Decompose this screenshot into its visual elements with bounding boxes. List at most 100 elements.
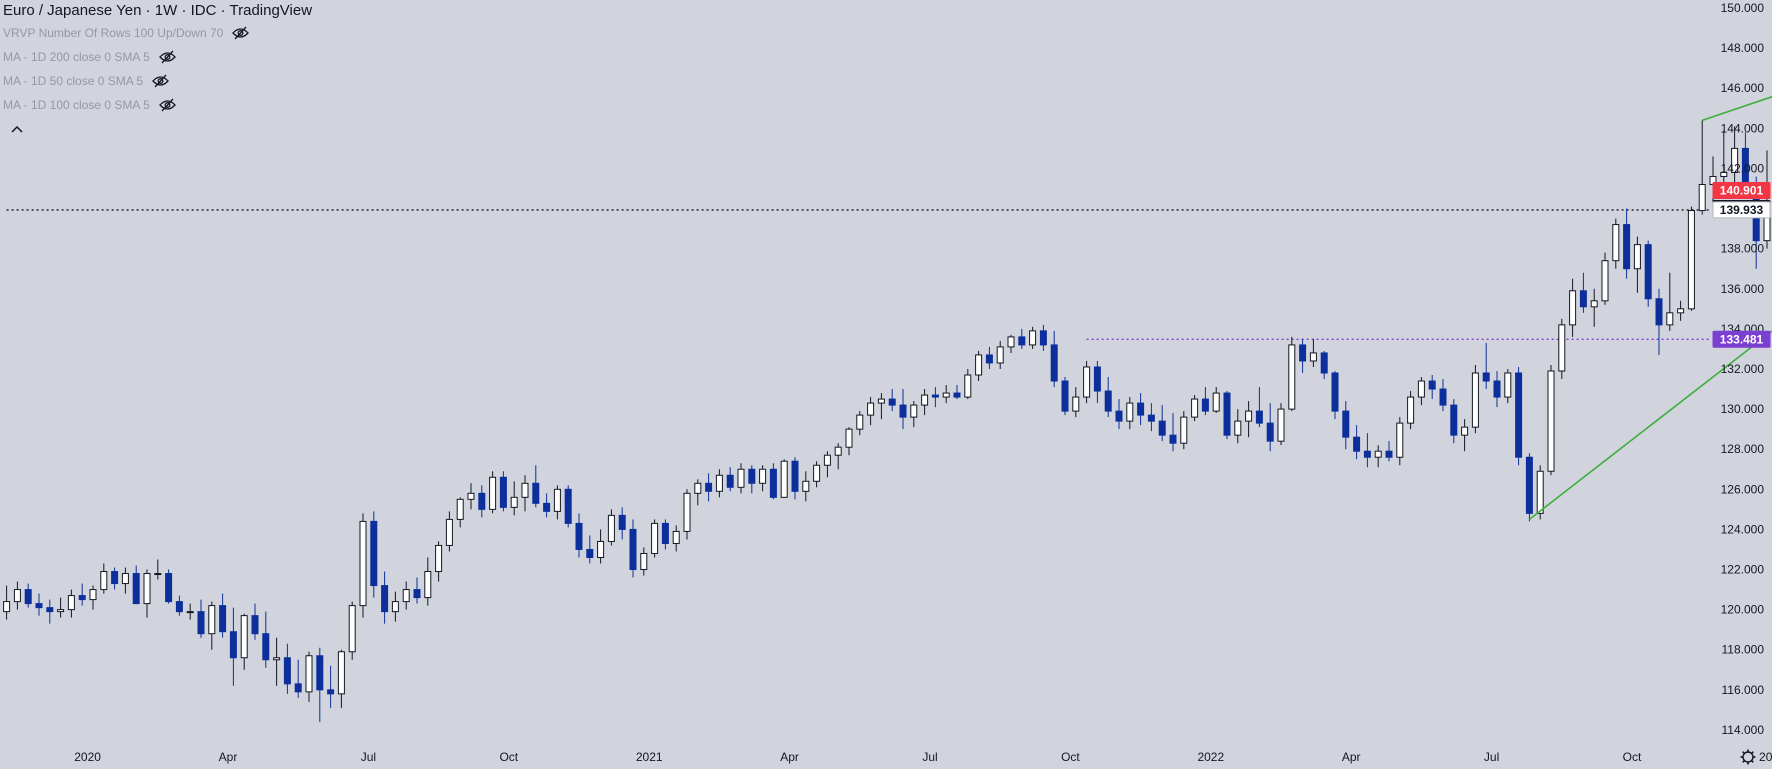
y-tick-label: 120.000 xyxy=(1721,603,1765,617)
candle-down xyxy=(1579,272,1587,313)
candle-up xyxy=(780,459,788,498)
candle-up xyxy=(100,563,108,594)
candle-up xyxy=(445,511,453,552)
candle-down xyxy=(769,463,777,500)
y-tick-label: 114.000 xyxy=(1722,723,1765,737)
eye-off-icon[interactable] xyxy=(158,98,176,112)
trendlines[interactable] xyxy=(1528,0,1772,521)
candle-up xyxy=(1191,395,1199,422)
candle-down xyxy=(575,513,583,558)
indicator-ma-200[interactable]: MA - 1D 200 close 0 SMA 5 xyxy=(3,45,312,69)
candle-up xyxy=(802,471,810,502)
candle-down xyxy=(1353,425,1361,460)
x-tick-label: Apr xyxy=(780,750,799,764)
eye-off-icon[interactable] xyxy=(232,26,250,40)
eye-off-icon[interactable] xyxy=(152,74,169,88)
candle-up xyxy=(1007,334,1015,353)
candle-down xyxy=(1644,240,1652,307)
candle-up xyxy=(683,489,691,540)
indicator-label: MA - 1D 200 close 0 SMA 5 xyxy=(3,50,150,64)
candle-up xyxy=(1288,336,1296,412)
x-tick-label: 2020 xyxy=(74,750,101,764)
candle-up xyxy=(67,589,75,618)
candle-down xyxy=(931,387,939,408)
candle-up xyxy=(759,465,767,492)
candle-down xyxy=(1137,393,1145,426)
candle-up xyxy=(1547,364,1555,476)
candle-up xyxy=(651,519,659,558)
candle-down xyxy=(791,457,799,500)
candle-up xyxy=(456,497,464,528)
candle-up xyxy=(1180,411,1188,450)
candle-down xyxy=(1439,379,1447,412)
candle-down xyxy=(1201,387,1209,416)
candle-up xyxy=(1558,318,1566,380)
indicator-vrvp[interactable]: VRVP Number Of Rows 100 Up/Down 70 xyxy=(3,21,312,45)
candle-down xyxy=(1482,342,1490,390)
gear-icon[interactable] xyxy=(1740,749,1756,765)
candle-up xyxy=(1504,368,1512,404)
candle-up xyxy=(715,469,723,498)
candle-up xyxy=(694,479,702,506)
trendline-rising-support[interactable] xyxy=(1528,0,1772,521)
candle-down xyxy=(1061,377,1069,416)
candle-down xyxy=(413,577,421,604)
candle-down xyxy=(111,567,119,590)
y-tick-label: 132.000 xyxy=(1721,362,1765,376)
indicator-ma-100[interactable]: MA - 1D 100 close 0 SMA 5 xyxy=(3,93,312,117)
candle-up xyxy=(435,541,443,582)
price-badge: 139.933 xyxy=(1712,201,1771,219)
candle-up xyxy=(1677,300,1685,321)
indicator-label: VRVP Number Of Rows 100 Up/Down 70 xyxy=(3,26,224,40)
candle-up xyxy=(1245,401,1253,438)
price-badge-label: 140.901 xyxy=(1720,183,1764,197)
price-badge: 140.901 xyxy=(1712,181,1771,199)
chart-title[interactable]: Euro / Japanese Yen · 1W · IDC · Trading… xyxy=(3,2,313,19)
candle-down xyxy=(1039,324,1047,351)
candle-up xyxy=(597,529,605,564)
candle-up xyxy=(856,411,864,436)
x-tick-label: Oct xyxy=(1623,750,1642,764)
y-tick-label: 128.000 xyxy=(1721,442,1765,456)
candle-up xyxy=(867,397,875,426)
candle-up xyxy=(1461,419,1469,452)
chart-legend: Euro / Japanese Yen · 1W · IDC · Trading… xyxy=(3,0,312,117)
eye-off-icon[interactable] xyxy=(158,50,176,64)
y-tick-label: 130.000 xyxy=(1721,402,1765,416)
trendline-upper-resistance[interactable] xyxy=(1701,0,1772,122)
candle-up xyxy=(1309,338,1317,367)
candle-up xyxy=(1212,387,1220,414)
candle-down xyxy=(888,389,896,412)
candle-down xyxy=(748,465,756,494)
candle-down xyxy=(1525,453,1533,522)
candle-up xyxy=(186,603,194,620)
candle-down xyxy=(618,507,626,540)
candle-down xyxy=(1428,375,1436,400)
candle-up xyxy=(424,557,432,606)
candle-up xyxy=(89,585,97,610)
candle-up xyxy=(3,585,11,620)
candle-down xyxy=(294,659,302,698)
x-tick-label: Jul xyxy=(1484,750,1499,764)
candle-down xyxy=(586,535,594,564)
chevron-up-icon[interactable] xyxy=(10,124,24,134)
candle-up xyxy=(1687,206,1695,311)
candle-down xyxy=(78,583,86,606)
candle-down xyxy=(1147,403,1155,432)
candle-up xyxy=(1633,236,1641,293)
candles xyxy=(3,120,1771,722)
candle-up xyxy=(1234,409,1242,444)
candle-down xyxy=(1493,370,1501,408)
candle-down xyxy=(316,647,324,722)
time-axis[interactable]: 2020 Apr Jul Oct 2021 Apr Jul Oct 2022 Apr Jul Oct 2… xyxy=(74,749,1772,765)
candle-down xyxy=(1320,350,1328,380)
candle-up xyxy=(1083,360,1091,404)
indicator-ma-50[interactable]: MA - 1D 50 close 0 SMA 5 xyxy=(3,69,312,93)
candle-up xyxy=(964,368,972,400)
candle-down xyxy=(726,467,734,492)
candle-down xyxy=(1299,338,1307,373)
indicator-label: MA - 1D 50 close 0 SMA 5 xyxy=(3,74,144,88)
x-tick-label: Oct xyxy=(1061,750,1080,764)
